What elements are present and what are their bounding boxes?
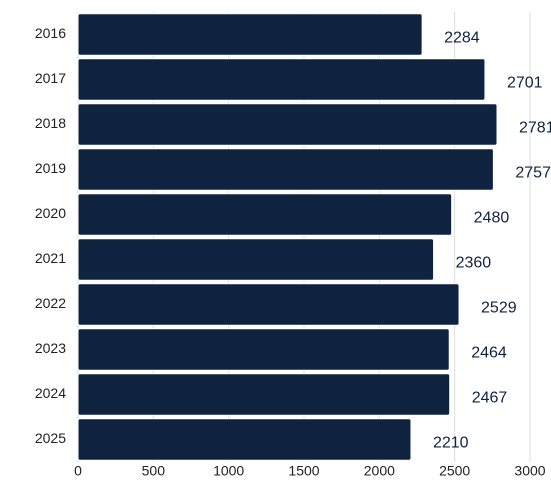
y-tick-label: 2017 xyxy=(35,70,66,86)
x-tick-label: 3000 xyxy=(514,463,545,479)
bar xyxy=(77,328,450,371)
value-label: 2210 xyxy=(433,435,469,452)
y-tick-label: 2024 xyxy=(35,385,66,401)
x-tick-label: 0 xyxy=(74,463,82,479)
y-tick-label: 2020 xyxy=(35,205,66,221)
value-label: 2529 xyxy=(481,300,517,317)
value-label: 2757 xyxy=(515,165,551,182)
x-tick-label: 500 xyxy=(142,463,166,479)
bar xyxy=(77,418,412,461)
y-tick-label: 2022 xyxy=(35,295,66,311)
x-tick-label: 2000 xyxy=(364,463,395,479)
y-tick-label: 2018 xyxy=(35,115,66,131)
value-label: 2464 xyxy=(471,345,507,362)
value-label: 2284 xyxy=(444,30,480,47)
y-tick-label: 2021 xyxy=(35,250,66,266)
x-tick-label: 1500 xyxy=(288,463,319,479)
y-tick-label: 2023 xyxy=(35,340,66,356)
bar xyxy=(77,193,453,236)
value-label: 2480 xyxy=(474,210,510,227)
bar xyxy=(77,58,486,101)
bar xyxy=(77,13,423,56)
bar xyxy=(77,373,451,416)
value-label: 2781 xyxy=(519,120,551,137)
bar xyxy=(77,238,435,281)
y-tick-label: 2025 xyxy=(35,430,66,446)
y-tick-label: 2019 xyxy=(35,160,66,176)
x-tick-label: 1000 xyxy=(213,463,244,479)
bar xyxy=(77,148,494,191)
y-tick-label: 2016 xyxy=(35,25,66,41)
bar xyxy=(77,103,498,146)
value-label: 2701 xyxy=(507,75,543,92)
x-tick-label: 2500 xyxy=(439,463,470,479)
value-label: 2467 xyxy=(472,390,508,407)
bar xyxy=(77,283,460,326)
value-label: 2360 xyxy=(456,255,492,272)
